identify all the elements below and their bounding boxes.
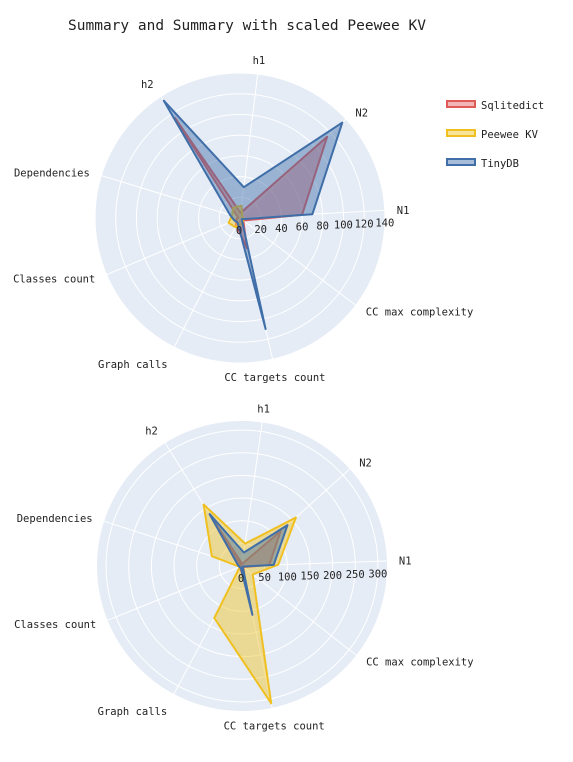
radial-tick-label: 100 [278, 571, 297, 583]
radial-tick-label: 20 [254, 224, 267, 236]
grid-ring [150, 474, 334, 658]
axis-label-h2: h2 [141, 79, 154, 91]
axis-label-cc-targets-count: CC targets count [224, 721, 325, 733]
grid-spoke [241, 565, 357, 656]
grid-ring [196, 520, 288, 612]
radial-tick-label: 120 [355, 219, 374, 231]
legend-swatch-tinydb [446, 158, 476, 166]
legend-swatch-peewee-kv [446, 129, 476, 137]
axis-label-classes-count: Classes count [14, 619, 96, 631]
radial-tick-label: 60 [296, 222, 309, 234]
grid-ring [177, 155, 303, 281]
axis-label-dependencies: Dependencies [14, 168, 90, 180]
radial-tick-label: 0 [238, 573, 244, 585]
radial-tick-label: 40 [275, 223, 288, 235]
legend: Sqlitedict Peewee KV TinyDB [446, 100, 544, 170]
grid-spoke [107, 565, 243, 621]
axis-label-graph-calls: Graph calls [98, 706, 168, 718]
legend-swatch-sqlitedict [446, 100, 476, 108]
axis-label-n1: N1 [399, 556, 412, 568]
radial-tick-label: 150 [300, 571, 319, 583]
grid-ring [135, 113, 345, 323]
legend-label-tinydb: TinyDB [481, 158, 519, 170]
grid-spoke [239, 74, 259, 219]
axis-label-graph-calls: Graph calls [98, 359, 168, 371]
radial-tick-label: 0 [236, 225, 242, 237]
axis-label-n2: N2 [359, 457, 372, 469]
grid-ring [128, 452, 356, 680]
axis-label-dependencies: Dependencies [17, 513, 93, 525]
grid-spoke [239, 118, 347, 219]
grid-ring [115, 93, 365, 343]
legend-label-sqlitedict: Sqlitedict [481, 100, 544, 112]
grid-spoke [241, 422, 263, 567]
axis-label-cc-targets-count: CC targets count [224, 372, 325, 384]
grid-spoke [106, 217, 241, 276]
chart-title: Summary and Summary with scaled Peewee K… [68, 18, 426, 34]
axis-label-n2: N2 [355, 107, 368, 119]
grid-ring [173, 497, 311, 635]
radial-tick-label: 300 [368, 568, 387, 580]
radial-tick-label: 100 [334, 220, 353, 232]
radial-tick-label: 200 [323, 570, 342, 582]
legend-label-peewee-kv: Peewee KV [481, 129, 539, 141]
radial-tick-label: 50 [258, 572, 271, 584]
grid-spoke [239, 217, 357, 306]
grid-spoke [173, 217, 241, 348]
grid-ring [94, 72, 386, 364]
series-tinydb-area [162, 99, 344, 330]
axis-label-n1: N1 [397, 205, 410, 217]
radial-tick-label: 250 [346, 569, 365, 581]
radar-chart-scaled: 0 50 100 150 200 250 300 N1 N2 h1 h2 Dependencies Cl… [14, 404, 473, 733]
grid-ring [156, 134, 324, 302]
axis-label-classes-count: Classes count [13, 274, 95, 286]
axis-label-h1: h1 [257, 404, 270, 416]
grid-spoke [101, 175, 241, 219]
grid-ring [105, 429, 379, 703]
radial-tick-label: 140 [375, 217, 394, 229]
grid-ring [198, 176, 282, 260]
series-tinydb-area [208, 513, 289, 616]
axis-label-h1: h1 [253, 55, 266, 67]
axis-label-h2: h2 [145, 426, 158, 438]
axis-label-cc-max-complexity: CC max complexity [366, 306, 473, 318]
axis-label-cc-max-complexity: CC max complexity [366, 656, 473, 668]
radial-tick-label: 80 [316, 221, 329, 233]
